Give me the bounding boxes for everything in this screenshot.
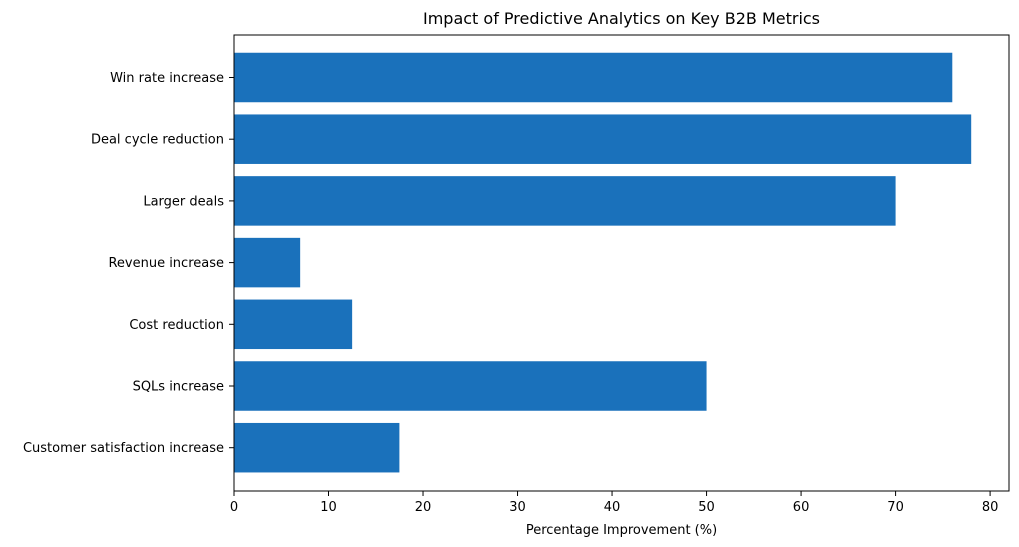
- y-tick-label: Cost reduction: [129, 318, 224, 333]
- y-tick-label: Win rate increase: [110, 71, 224, 86]
- x-tick-label: 60: [793, 500, 810, 515]
- y-tick-label: SQLs increase: [133, 380, 224, 395]
- bar-revenue-increase: [234, 237, 301, 288]
- y-tick-label: Deal cycle reduction: [91, 133, 224, 148]
- x-tick-label: 0: [230, 500, 238, 515]
- x-axis-ticks: 0 10 20 30 40 50 60 70 80: [230, 491, 999, 515]
- x-axis-label: Percentage Improvement (%): [526, 523, 717, 538]
- y-tick-label: Revenue increase: [108, 256, 224, 271]
- x-tick-label: 40: [604, 500, 621, 515]
- bar-larger-deals: [234, 176, 896, 226]
- bar-cost-reduction: [234, 299, 353, 350]
- y-axis-labels: Win rate increase Deal cycle reduction Lar…: [23, 71, 234, 456]
- bars-group: [234, 52, 972, 473]
- x-tick-label: 10: [320, 500, 337, 515]
- chart-title: Impact of Predictive Analytics on Key B2…: [423, 9, 820, 28]
- plot-frame: [233, 34, 1010, 492]
- bar-deal-cycle-reduction: [234, 114, 972, 164]
- y-tick-label: Larger deals: [143, 194, 224, 209]
- bar-customer-satisfaction-increase: [234, 422, 400, 473]
- bar-win-rate-increase: [234, 52, 953, 103]
- x-tick-label: 30: [509, 500, 526, 515]
- x-tick-label: 20: [415, 500, 432, 515]
- x-tick-label: 50: [698, 500, 715, 515]
- x-tick-label: 80: [982, 500, 999, 515]
- y-tick-label: Customer satisfaction increase: [23, 441, 224, 456]
- bar-sqls-increase: [234, 361, 707, 411]
- x-tick-label: 70: [887, 500, 904, 515]
